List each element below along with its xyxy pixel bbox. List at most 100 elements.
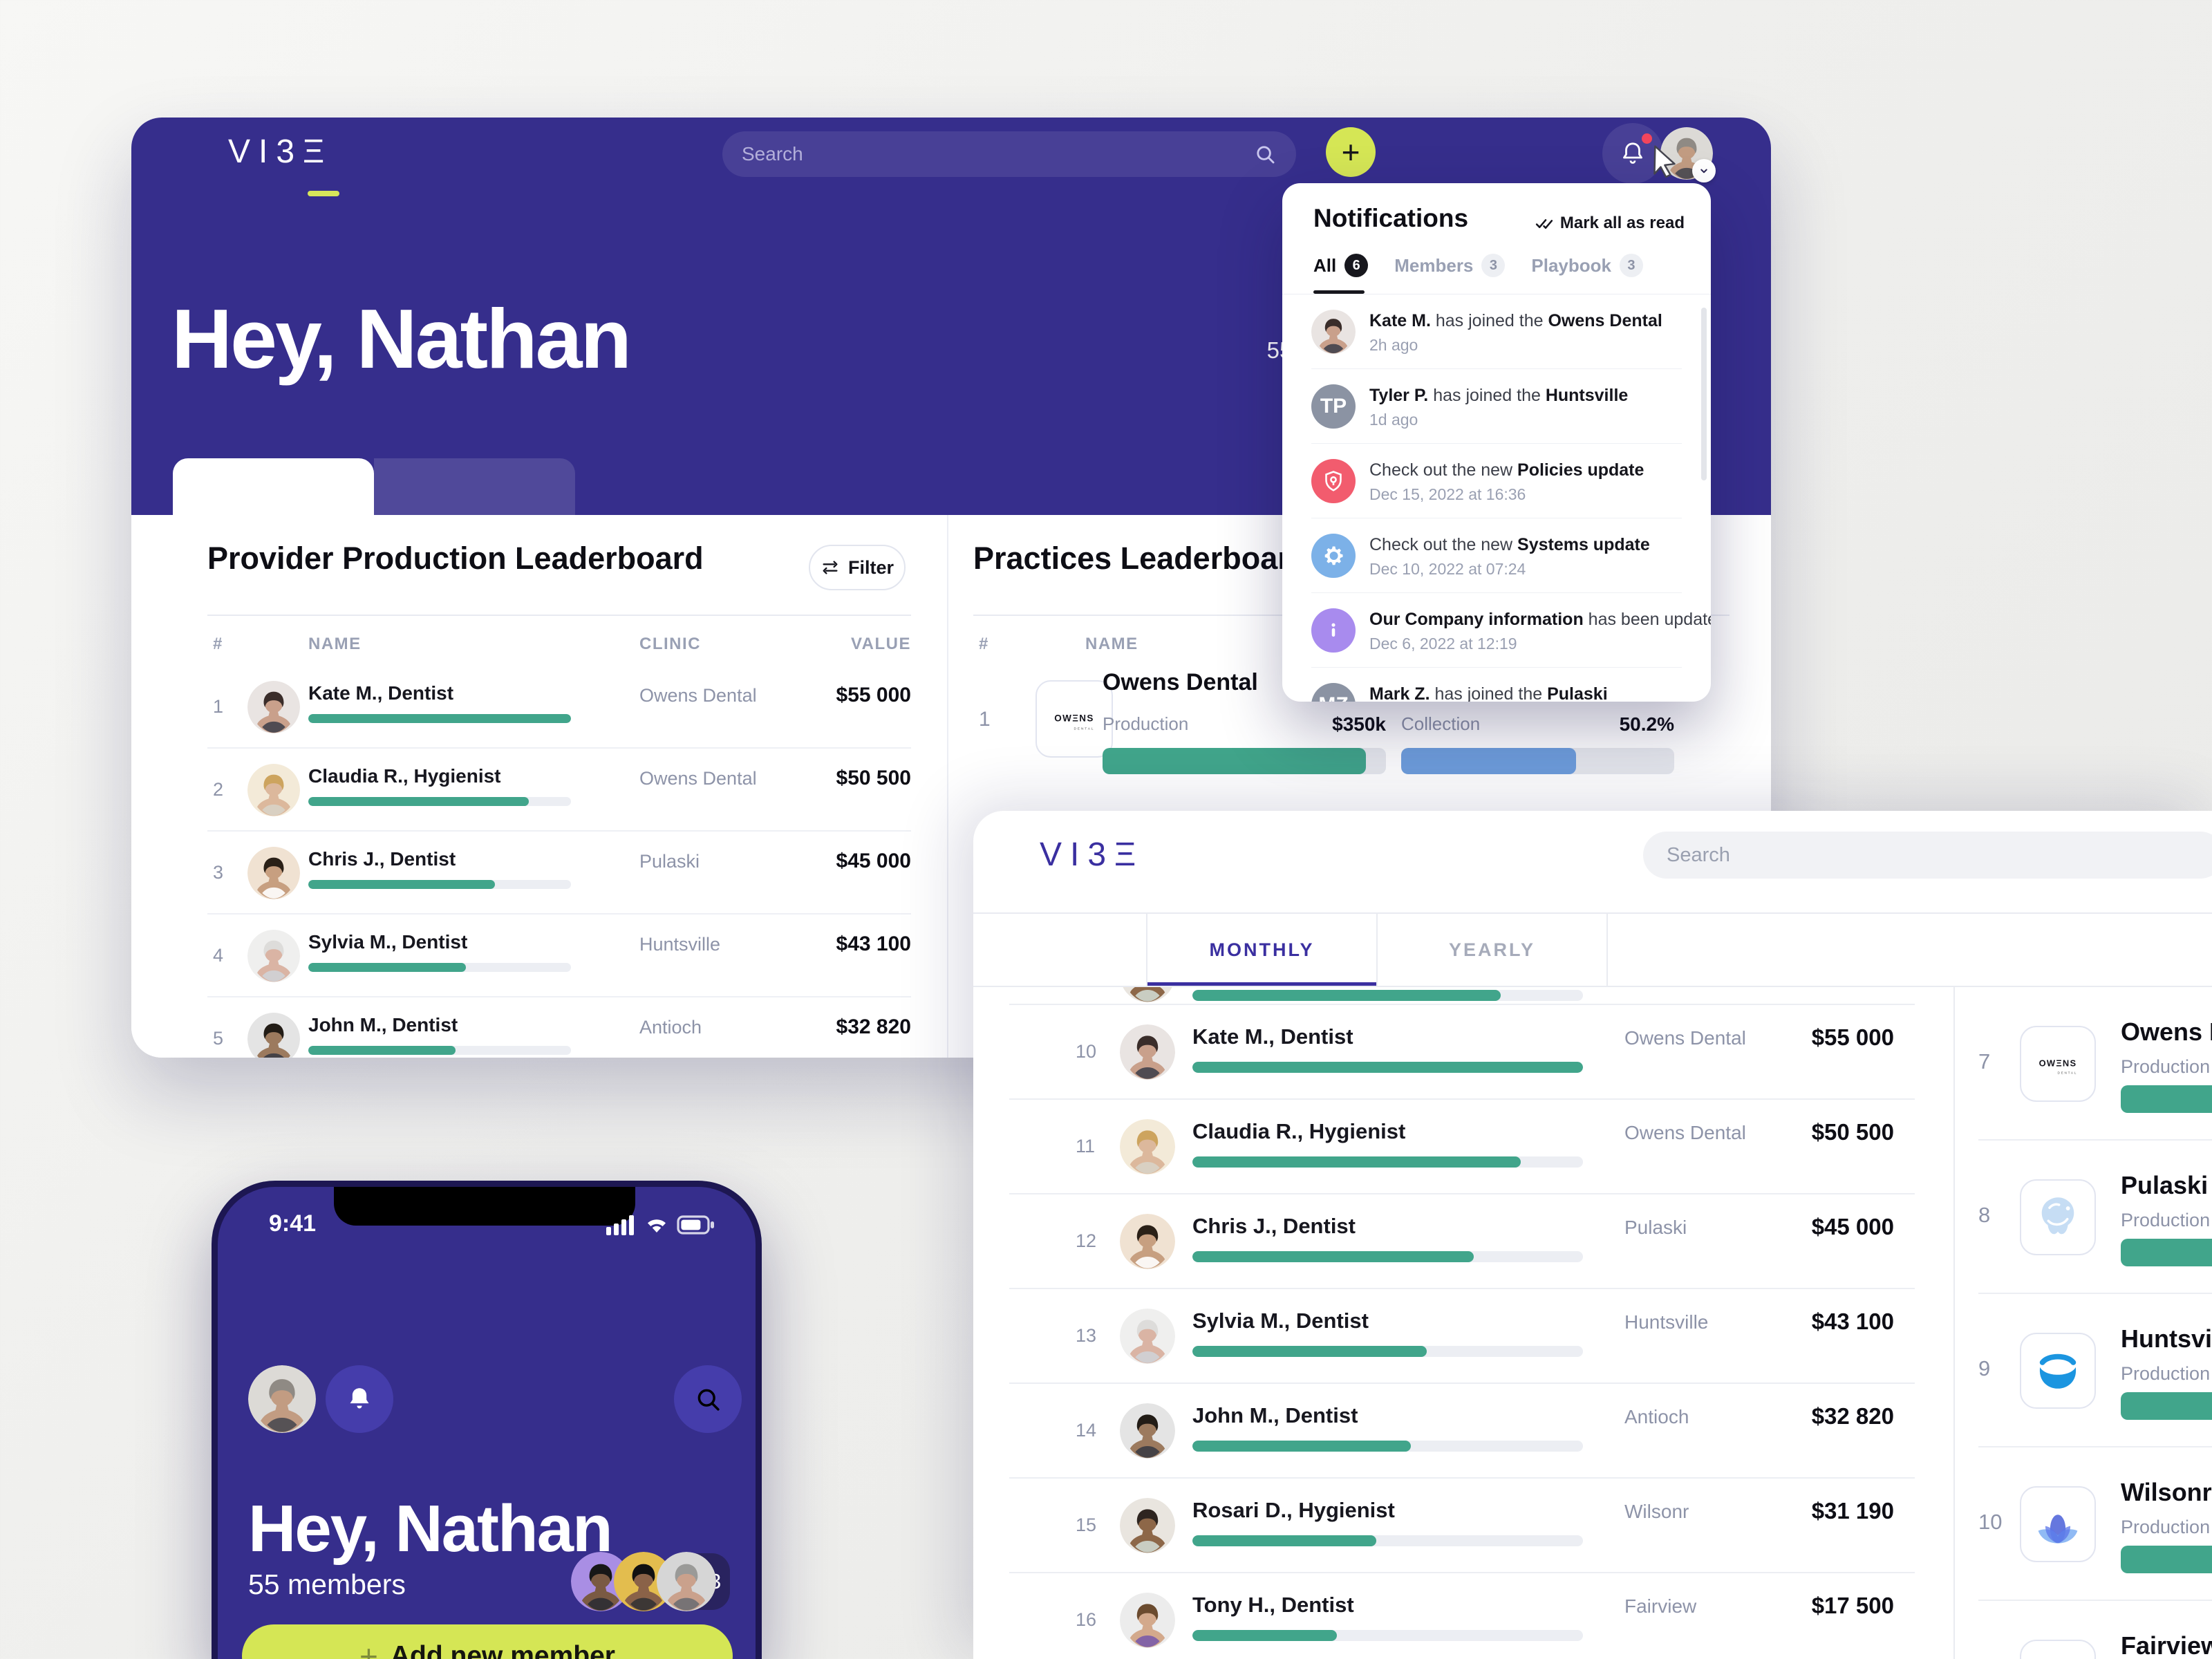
clinic-name: Pulaski <box>1624 1217 1687 1238</box>
tab-monthly[interactable]: MONTHLY <box>1147 914 1378 987</box>
production-bar <box>1192 1062 1583 1073</box>
bell-icon <box>1619 140 1647 167</box>
notification-item[interactable]: Check out the new Policies update Dec 15… <box>1282 444 1711 518</box>
production-bar <box>2121 1392 2212 1420</box>
notification-tab[interactable]: Members 3 <box>1394 254 1506 277</box>
partial-row <box>1009 987 1915 1005</box>
practice-row[interactable]: 1 OWΞNS DENTAL Owens Dental Production $3… <box>973 669 1730 863</box>
practices-table-header: # NAME <box>979 635 1138 653</box>
svg-text:DENTAL: DENTAL <box>1074 727 1094 731</box>
row-rank: 5 <box>213 1028 224 1049</box>
table-row[interactable]: 11 Claudia R., Hygienist Owens Dental $5… <box>1009 1100 1915 1194</box>
member-avatar <box>571 1552 630 1611</box>
notification-tab[interactable]: All 6 <box>1313 254 1369 277</box>
practice-row[interactable]: 8 Pulaski Production <box>1955 1141 2212 1294</box>
provider-name: Chris J., Dentist <box>308 848 456 870</box>
notifications-bell-button[interactable] <box>1602 123 1663 184</box>
row-rank: 10 <box>1076 1041 1097 1062</box>
notification-time: 1d ago <box>1369 411 1418 429</box>
row-avatar <box>1120 1403 1175 1459</box>
row-avatar <box>247 930 300 982</box>
active-tab-underline <box>1313 290 1365 294</box>
period-tab[interactable] <box>173 458 374 515</box>
row-avatar <box>1120 1024 1175 1080</box>
practice-row[interactable]: 7 OWΞNS DENTAL Owens Dental Production <box>1955 987 2212 1141</box>
clinic-name: Owens Dental <box>1624 1027 1746 1049</box>
provider-name: Tony H., Dentist <box>1192 1593 1354 1617</box>
table-row[interactable]: 4 Sylvia M., Dentist Huntsville $43 100 <box>207 915 911 997</box>
period-tab[interactable] <box>374 458 575 515</box>
provider-name: Claudia R., Hygienist <box>1192 1119 1406 1143</box>
clinic-name: Owens Dental <box>639 768 757 789</box>
table-row[interactable]: 15 Rosari D., Hygienist Wilsonr $31 190 <box>1009 1479 1915 1573</box>
panel-divider <box>947 515 948 1058</box>
notification-item[interactable]: TP Tyler P. has joined the Huntsville 1d… <box>1282 369 1711 444</box>
notification-time: Dec 15, 2022 at 16:36 <box>1369 485 1526 503</box>
table-row[interactable]: 3 Chris J., Dentist Pulaski $45 000 <box>207 832 911 915</box>
production-bar <box>1192 1156 1583 1168</box>
filter-button[interactable]: Filter <box>809 545 906 590</box>
user-avatar[interactable] <box>248 1365 316 1433</box>
notification-tab[interactable]: Playbook 3 <box>1531 254 1643 277</box>
search-button[interactable] <box>674 1365 742 1433</box>
table-row[interactable]: 13 Sylvia M., Dentist Huntsville $43 100 <box>1009 1289 1915 1384</box>
avatar-menu-button[interactable] <box>1692 159 1716 182</box>
row-rank: 9 <box>1978 1356 1991 1380</box>
table-row[interactable]: 16 Tony H., Dentist Fairview $17 500 <box>1009 1573 1915 1659</box>
search-icon <box>1253 142 1277 166</box>
table-row[interactable]: 2 Claudia R., Hygienist Owens Dental $50… <box>207 749 911 832</box>
row-rank: 8 <box>1978 1203 1991 1227</box>
clinic-name: Antioch <box>1624 1406 1689 1427</box>
practice-name: Owens Dental <box>2121 1018 2212 1046</box>
row-rank: 10 <box>1978 1510 2003 1534</box>
search-input[interactable]: Search <box>722 131 1296 177</box>
mouse-cursor <box>1647 142 1684 180</box>
practice-row[interactable]: 10 Wilsonr Production <box>1955 1447 2212 1601</box>
production-bar <box>2121 1239 2212 1266</box>
row-avatar <box>1120 987 1175 1002</box>
table-row[interactable]: 1 Kate M., Dentist Owens Dental $55 000 <box>207 666 911 749</box>
production-value: $55 000 <box>836 684 911 706</box>
notification-item[interactable]: MZ Mark Z. has joined the Pulaski <box>1282 668 1711 702</box>
row-avatar <box>1120 1214 1175 1269</box>
table-row[interactable]: 5 John M., Dentist Antioch $32 820 <box>207 997 911 1058</box>
production-label: Production <box>2121 1363 2211 1384</box>
notification-text: Check out the new Systems update <box>1369 535 1650 554</box>
notification-time: Dec 10, 2022 at 07:24 <box>1369 560 1526 578</box>
status-icons <box>606 1215 717 1235</box>
clinic-name: Owens Dental <box>1624 1122 1746 1143</box>
table-row[interactable]: 10 Kate M., Dentist Owens Dental $55 000 <box>1009 1005 1915 1100</box>
production-metric: Production $350k <box>1103 713 1386 774</box>
notification-item[interactable]: Our Company information has been updated… <box>1282 593 1711 668</box>
practice-name: Owens Dental <box>1103 669 1258 695</box>
production-bar <box>1192 1441 1583 1452</box>
practice-row[interactable]: 9 Huntsville Production <box>1955 1294 2212 1447</box>
add-button[interactable]: + <box>1326 127 1376 177</box>
mobile-mockup: 9:41 Hey, Nathan 55 members +53 + Add ne… <box>212 1181 762 1659</box>
tab-yearly[interactable]: YEARLY <box>1378 914 1608 986</box>
table-row[interactable]: 12 Chris J., Dentist Pulaski $45 000 <box>1009 1194 1915 1289</box>
notification-item[interactable]: Kate M. has joined the Owens Dental 2h a… <box>1282 294 1711 369</box>
notification-item[interactable]: Check out the new Systems update Dec 10,… <box>1282 518 1711 593</box>
notification-list: Kate M. has joined the Owens Dental 2h a… <box>1282 294 1711 702</box>
notification-icon: TP <box>1311 384 1356 429</box>
tabs-divider <box>973 986 2212 987</box>
member-avatar <box>614 1552 673 1611</box>
mark-all-read-button[interactable]: Mark all as read <box>1535 214 1685 233</box>
notification-text: Kate M. has joined the Owens Dental <box>1369 311 1662 330</box>
production-bar <box>308 1046 571 1055</box>
search-input[interactable]: Search <box>1643 832 2212 879</box>
row-rank: 12 <box>1076 1230 1097 1251</box>
double-check-icon <box>1535 214 1554 233</box>
notification-icon <box>1311 459 1356 503</box>
clinic-name: Pulaski <box>639 851 700 872</box>
scrollbar[interactable] <box>1701 308 1707 480</box>
row-rank: 13 <box>1076 1325 1097 1346</box>
notification-icon: MZ <box>1311 683 1356 702</box>
practice-row[interactable]: Fairview Production <box>1955 1601 2212 1659</box>
row-avatar <box>247 764 300 816</box>
table-row[interactable]: 14 John M., Dentist Antioch $32 820 <box>1009 1384 1915 1479</box>
add-member-button[interactable]: + Add new member <box>242 1624 733 1659</box>
rank-gutter <box>973 914 1147 986</box>
notifications-bell-button[interactable] <box>326 1365 393 1433</box>
